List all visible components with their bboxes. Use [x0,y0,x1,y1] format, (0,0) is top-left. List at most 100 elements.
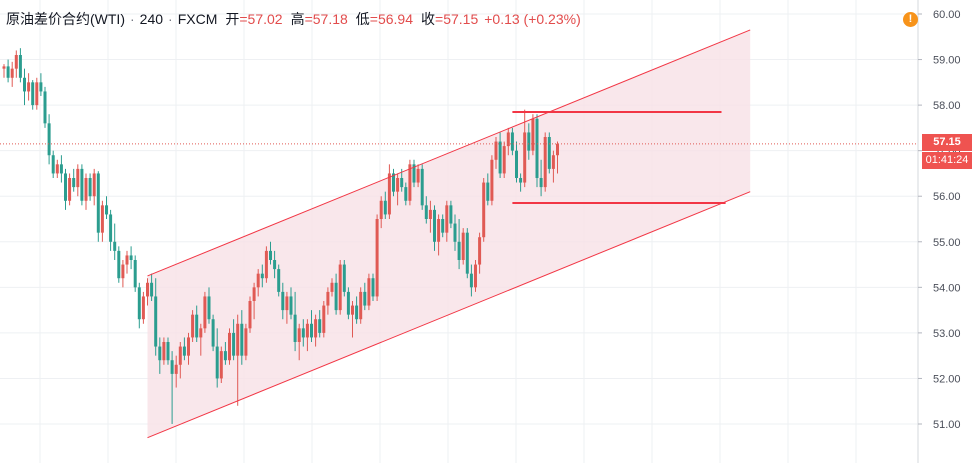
candle-body [240,323,244,356]
candle-body [338,264,342,311]
candle-body [125,255,129,265]
candle-body [256,273,260,288]
candle-body [387,173,391,215]
candle-body [178,346,182,365]
candle-body [96,173,100,233]
candle-body [223,351,227,361]
symbol-name[interactable]: 原油差价合约(WTI) [6,11,125,27]
candle-body [170,360,174,374]
close-label: 收 [421,11,436,27]
candle-body [285,296,289,311]
candle-body [109,214,113,242]
candle-body [383,200,387,215]
candle-body [314,319,318,338]
candle-body [43,91,47,124]
candle-body [346,291,350,315]
price-axis[interactable]: 51.0052.0053.0054.0055.0056.0057.0058.00… [917,0,972,463]
candle-body [486,182,490,201]
candle-body [219,351,223,379]
tick-label: 54.00 [933,282,961,294]
symbol-header: 原油差价合约(WTI) · 240 · FXCM 开=57.02 高=57.18 低=56.9… [6,9,581,29]
candle-body [150,282,154,297]
interval[interactable]: 240 [139,11,164,27]
candle-body [433,209,436,242]
candle-body [547,137,551,169]
candle-body [334,282,338,311]
high-value: =57.18 [304,11,348,27]
candle-body [502,146,506,174]
candle-body [551,155,555,169]
candle-body [400,178,404,188]
candle-body [445,205,449,233]
candle-body [215,346,219,379]
candle-body [39,82,43,92]
drawing-lines[interactable] [147,29,751,439]
candle-body [203,296,207,329]
candle-body [556,143,559,156]
tick-label: 58.00 [933,100,961,112]
candle-body [141,296,145,320]
tick-label: 52.00 [933,373,961,385]
separator-dot: · [168,11,173,27]
candle-body [437,219,441,242]
candle-body [166,342,170,361]
candle-body [236,323,240,356]
candle-body [6,66,10,78]
candle-body [412,164,416,183]
candle-body [494,141,498,160]
candle-body [158,346,162,361]
candle-body [244,328,248,356]
channel-upper-line [147,29,751,277]
axis-background [918,0,972,463]
candle-body [482,182,486,238]
candle-body [80,168,84,201]
open-value: =57.02 [239,11,283,27]
candle-body [211,319,215,347]
close-value: =57.15 [435,11,479,27]
last-price-tag: 57.15 [922,134,972,151]
warning-icon[interactable]: ! [903,12,918,27]
candle-body [55,164,59,174]
candle-body [498,141,502,174]
low-value: =56.94 [369,11,414,27]
candle-body [371,278,375,297]
candle-body [342,264,346,292]
tick-label: 56.00 [933,191,961,203]
candle-body [457,241,461,260]
candle-body [129,255,133,260]
candle-body [76,168,80,188]
candle-body [133,260,137,288]
candle-body [420,168,424,206]
candle-body [355,305,359,320]
candle-body [162,342,166,361]
candle-body [68,178,72,201]
candle-body [2,66,6,69]
candle-body [330,282,334,292]
candle-body [367,278,371,306]
candle-body [301,328,305,338]
candle-body [23,77,26,92]
tick-label: 59.00 [933,55,961,67]
candle-body [465,232,469,274]
candle-body [506,132,510,147]
low-label: 低 [355,11,370,27]
candle-body [260,273,264,279]
candle-body [392,173,395,192]
candle-body [51,155,55,174]
candle-body [531,118,535,151]
candle-body [47,123,51,156]
candle-body [404,187,408,201]
candle-body [187,337,190,356]
candle-body [326,291,330,306]
candle-body [416,168,420,183]
candle-body [351,305,354,315]
candle-body [191,314,195,338]
candle-body [117,250,121,279]
candle-body [18,55,22,78]
candle-body [232,332,236,356]
candle-body [146,282,149,297]
candle-body [305,323,309,338]
candle-body [88,178,92,197]
candle-body [273,260,277,270]
